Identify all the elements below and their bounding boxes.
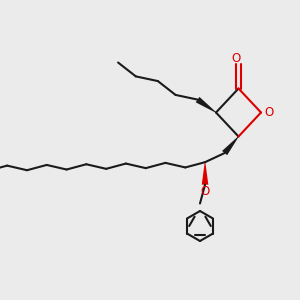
Text: O: O <box>232 52 241 65</box>
Polygon shape <box>222 136 239 155</box>
Polygon shape <box>202 162 208 185</box>
Text: O: O <box>200 185 210 198</box>
Polygon shape <box>196 97 216 113</box>
Text: O: O <box>265 106 274 119</box>
